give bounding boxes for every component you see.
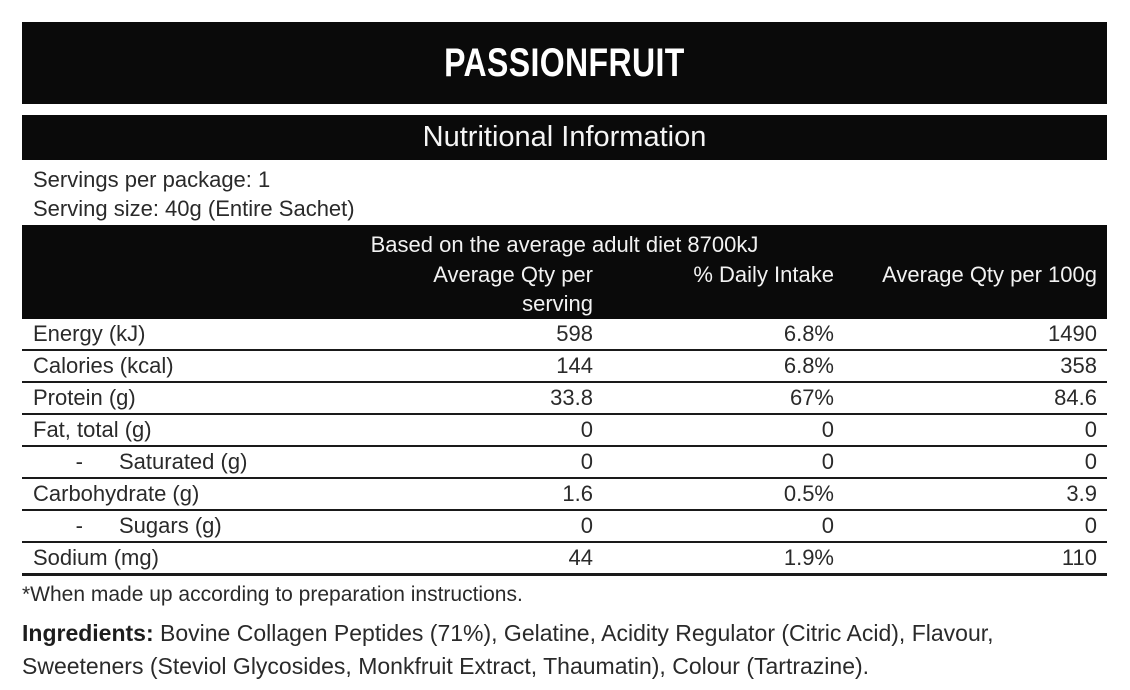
- serving-info: Servings per package: 1 Serving size: 40…: [22, 160, 1107, 225]
- value-daily-intake: 67%: [789, 385, 834, 410]
- value-daily-intake: 6.8%: [783, 353, 834, 378]
- nutrition-label: PASSIONFRUIT Nutritional Information Ser…: [22, 22, 1107, 683]
- value-per-100g: 1490: [1048, 321, 1097, 346]
- nutrient-name: Protein (g): [33, 385, 136, 410]
- table-row-fat-total: Fat, total (g) 0 0 0: [22, 415, 1107, 447]
- value-daily-intake: 0: [821, 513, 834, 538]
- serving-size: Serving size: 40g (Entire Sachet): [33, 196, 355, 221]
- value-daily-intake: 0: [821, 417, 834, 442]
- value-per-serving: 0: [580, 417, 593, 442]
- value-daily-intake: 0.5%: [783, 481, 834, 506]
- nutrient-name: Carbohydrate (g): [33, 481, 200, 506]
- indent-dash: -: [75, 449, 83, 474]
- value-daily-intake: 1.9%: [783, 545, 834, 570]
- table-row-saturated-fat: - Saturated (g) 0 0 0: [22, 447, 1107, 479]
- section-title: Nutritional Information: [422, 121, 707, 153]
- value-daily-intake: 6.8%: [783, 321, 834, 346]
- nutrient-name: Energy (kJ): [33, 321, 146, 346]
- value-per-100g: 0: [1084, 449, 1097, 474]
- table-row-sugars: - Sugars (g) 0 0 0: [22, 511, 1107, 543]
- ingredients-line-1: Ingredients: Bovine Collagen Peptides (7…: [22, 617, 1107, 650]
- nutrient-name: Fat, total (g): [33, 417, 152, 442]
- column-header-per-serving: Average Qty per serving: [433, 262, 593, 316]
- nutrient-name: Sodium (mg): [33, 545, 159, 570]
- column-header-per-100g: Average Qty per 100g: [882, 262, 1097, 287]
- nutrient-name: - Saturated (g): [22, 448, 412, 476]
- servings-per-package: Servings per package: 1: [33, 167, 271, 192]
- ingredients-label: Ingredients:: [22, 620, 154, 646]
- column-header-daily-intake: % Daily Intake: [693, 262, 834, 287]
- preparation-footnote: *When made up according to preparation i…: [22, 583, 523, 606]
- value-per-100g: 0: [1084, 513, 1097, 538]
- value-per-serving: 33.8: [550, 385, 593, 410]
- value-per-serving: 0: [580, 449, 593, 474]
- table-row-protein: Protein (g) 33.8 67% 84.6: [22, 383, 1107, 415]
- section-title-banner: Nutritional Information: [22, 115, 1107, 160]
- nutrition-table-body: Energy (kJ) 598 6.8% 1490 Calories (kcal…: [22, 319, 1107, 576]
- value-per-100g: 110: [1061, 545, 1097, 570]
- value-per-serving: 1.6: [562, 481, 593, 506]
- nutrient-name: - Sugars (g): [22, 512, 412, 540]
- value-per-100g: 0: [1084, 417, 1097, 442]
- value-per-serving: 598: [556, 321, 593, 346]
- nutrient-name: Calories (kcal): [33, 353, 174, 378]
- diet-note: Based on the average adult diet 8700kJ: [370, 232, 759, 257]
- column-headers: Average Qty per serving % Daily Intake A…: [22, 260, 1107, 318]
- ingredients-text-1: Bovine Collagen Peptides (71%), Gelatine…: [153, 620, 994, 646]
- value-per-100g: 84.6: [1054, 385, 1097, 410]
- table-header: Based on the average adult diet 8700kJ A…: [22, 225, 1107, 319]
- table-row-energy: Energy (kJ) 598 6.8% 1490: [22, 319, 1107, 351]
- table-row-sodium: Sodium (mg) 44 1.9% 110: [22, 543, 1107, 576]
- indent-dash: -: [75, 513, 83, 538]
- ingredients-line-2: Sweeteners (Steviol Glycosides, Monkfrui…: [22, 653, 870, 679]
- table-row-calories: Calories (kcal) 144 6.8% 358: [22, 351, 1107, 383]
- table-row-carbohydrate: Carbohydrate (g) 1.6 0.5% 3.9: [22, 479, 1107, 511]
- product-title-banner: PASSIONFRUIT: [22, 22, 1107, 104]
- value-per-100g: 3.9: [1066, 481, 1097, 506]
- value-per-serving: 44: [568, 545, 593, 570]
- ingredients-section: Ingredients: Bovine Collagen Peptides (7…: [22, 617, 1107, 683]
- product-title: PASSIONFRUIT: [444, 40, 685, 85]
- value-daily-intake: 0: [821, 449, 834, 474]
- column-header-nutrient: [22, 260, 412, 318]
- value-per-serving: 144: [556, 353, 593, 378]
- value-per-serving: 0: [580, 513, 593, 538]
- value-per-100g: 358: [1060, 353, 1097, 378]
